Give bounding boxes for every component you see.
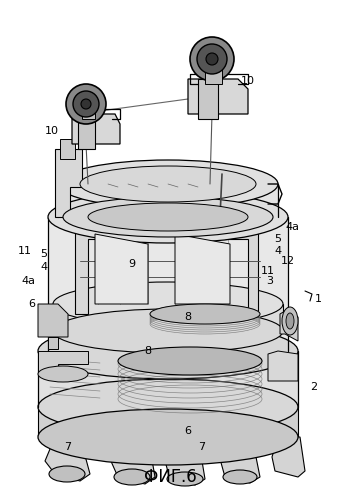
Polygon shape — [38, 407, 298, 437]
Ellipse shape — [114, 469, 150, 485]
Polygon shape — [78, 114, 95, 149]
Polygon shape — [165, 437, 205, 485]
Ellipse shape — [58, 160, 278, 208]
Polygon shape — [280, 311, 298, 341]
Polygon shape — [48, 337, 58, 349]
Text: 2: 2 — [310, 382, 317, 392]
Polygon shape — [45, 437, 90, 481]
Text: 7: 7 — [198, 442, 206, 452]
Ellipse shape — [80, 166, 256, 202]
Polygon shape — [198, 79, 218, 119]
Text: 1: 1 — [314, 294, 322, 304]
Polygon shape — [220, 437, 260, 483]
Text: 12: 12 — [281, 256, 295, 266]
Ellipse shape — [38, 366, 88, 382]
Polygon shape — [82, 104, 95, 119]
Polygon shape — [58, 184, 278, 217]
Text: 7: 7 — [64, 442, 72, 452]
Ellipse shape — [53, 282, 283, 326]
Ellipse shape — [286, 313, 294, 329]
Polygon shape — [38, 351, 88, 374]
Polygon shape — [53, 304, 283, 331]
Ellipse shape — [38, 323, 298, 379]
Ellipse shape — [88, 203, 248, 231]
Polygon shape — [95, 234, 148, 304]
Ellipse shape — [206, 53, 218, 65]
Text: ФИГ.6: ФИГ.6 — [144, 468, 196, 486]
Text: 4: 4 — [275, 246, 282, 256]
Text: 8: 8 — [145, 346, 151, 356]
Ellipse shape — [53, 309, 283, 353]
Polygon shape — [38, 304, 68, 337]
Text: 4a: 4a — [285, 222, 299, 232]
Ellipse shape — [73, 91, 99, 117]
Ellipse shape — [38, 379, 298, 435]
Ellipse shape — [190, 37, 234, 81]
Text: 6: 6 — [29, 299, 35, 309]
Polygon shape — [175, 234, 230, 304]
Ellipse shape — [38, 409, 298, 465]
Polygon shape — [72, 114, 120, 144]
Ellipse shape — [81, 99, 91, 109]
Text: 4a: 4a — [21, 276, 35, 286]
Text: 6: 6 — [184, 426, 192, 436]
Ellipse shape — [282, 307, 298, 335]
Polygon shape — [188, 79, 248, 114]
Ellipse shape — [48, 191, 288, 243]
Polygon shape — [272, 437, 305, 477]
Ellipse shape — [38, 379, 298, 435]
Polygon shape — [38, 351, 298, 407]
Ellipse shape — [66, 84, 106, 124]
Polygon shape — [268, 351, 298, 381]
Polygon shape — [48, 217, 288, 351]
Text: 3: 3 — [267, 276, 273, 286]
Ellipse shape — [197, 44, 227, 74]
Text: 8: 8 — [184, 312, 192, 322]
Polygon shape — [110, 437, 155, 484]
Polygon shape — [205, 69, 222, 84]
Text: 11: 11 — [18, 246, 32, 256]
Text: 10: 10 — [45, 126, 59, 136]
Polygon shape — [55, 149, 82, 217]
Polygon shape — [60, 139, 75, 159]
Ellipse shape — [49, 466, 85, 482]
Polygon shape — [75, 229, 258, 314]
Text: 4: 4 — [41, 262, 47, 272]
Text: 10: 10 — [241, 76, 255, 86]
Text: 5: 5 — [41, 249, 47, 259]
Text: 5: 5 — [275, 234, 282, 244]
Ellipse shape — [167, 472, 203, 486]
Text: 11: 11 — [261, 266, 275, 276]
Ellipse shape — [63, 197, 273, 237]
Text: 9: 9 — [129, 259, 136, 269]
Ellipse shape — [223, 470, 257, 484]
Ellipse shape — [150, 304, 260, 324]
Ellipse shape — [118, 347, 262, 375]
